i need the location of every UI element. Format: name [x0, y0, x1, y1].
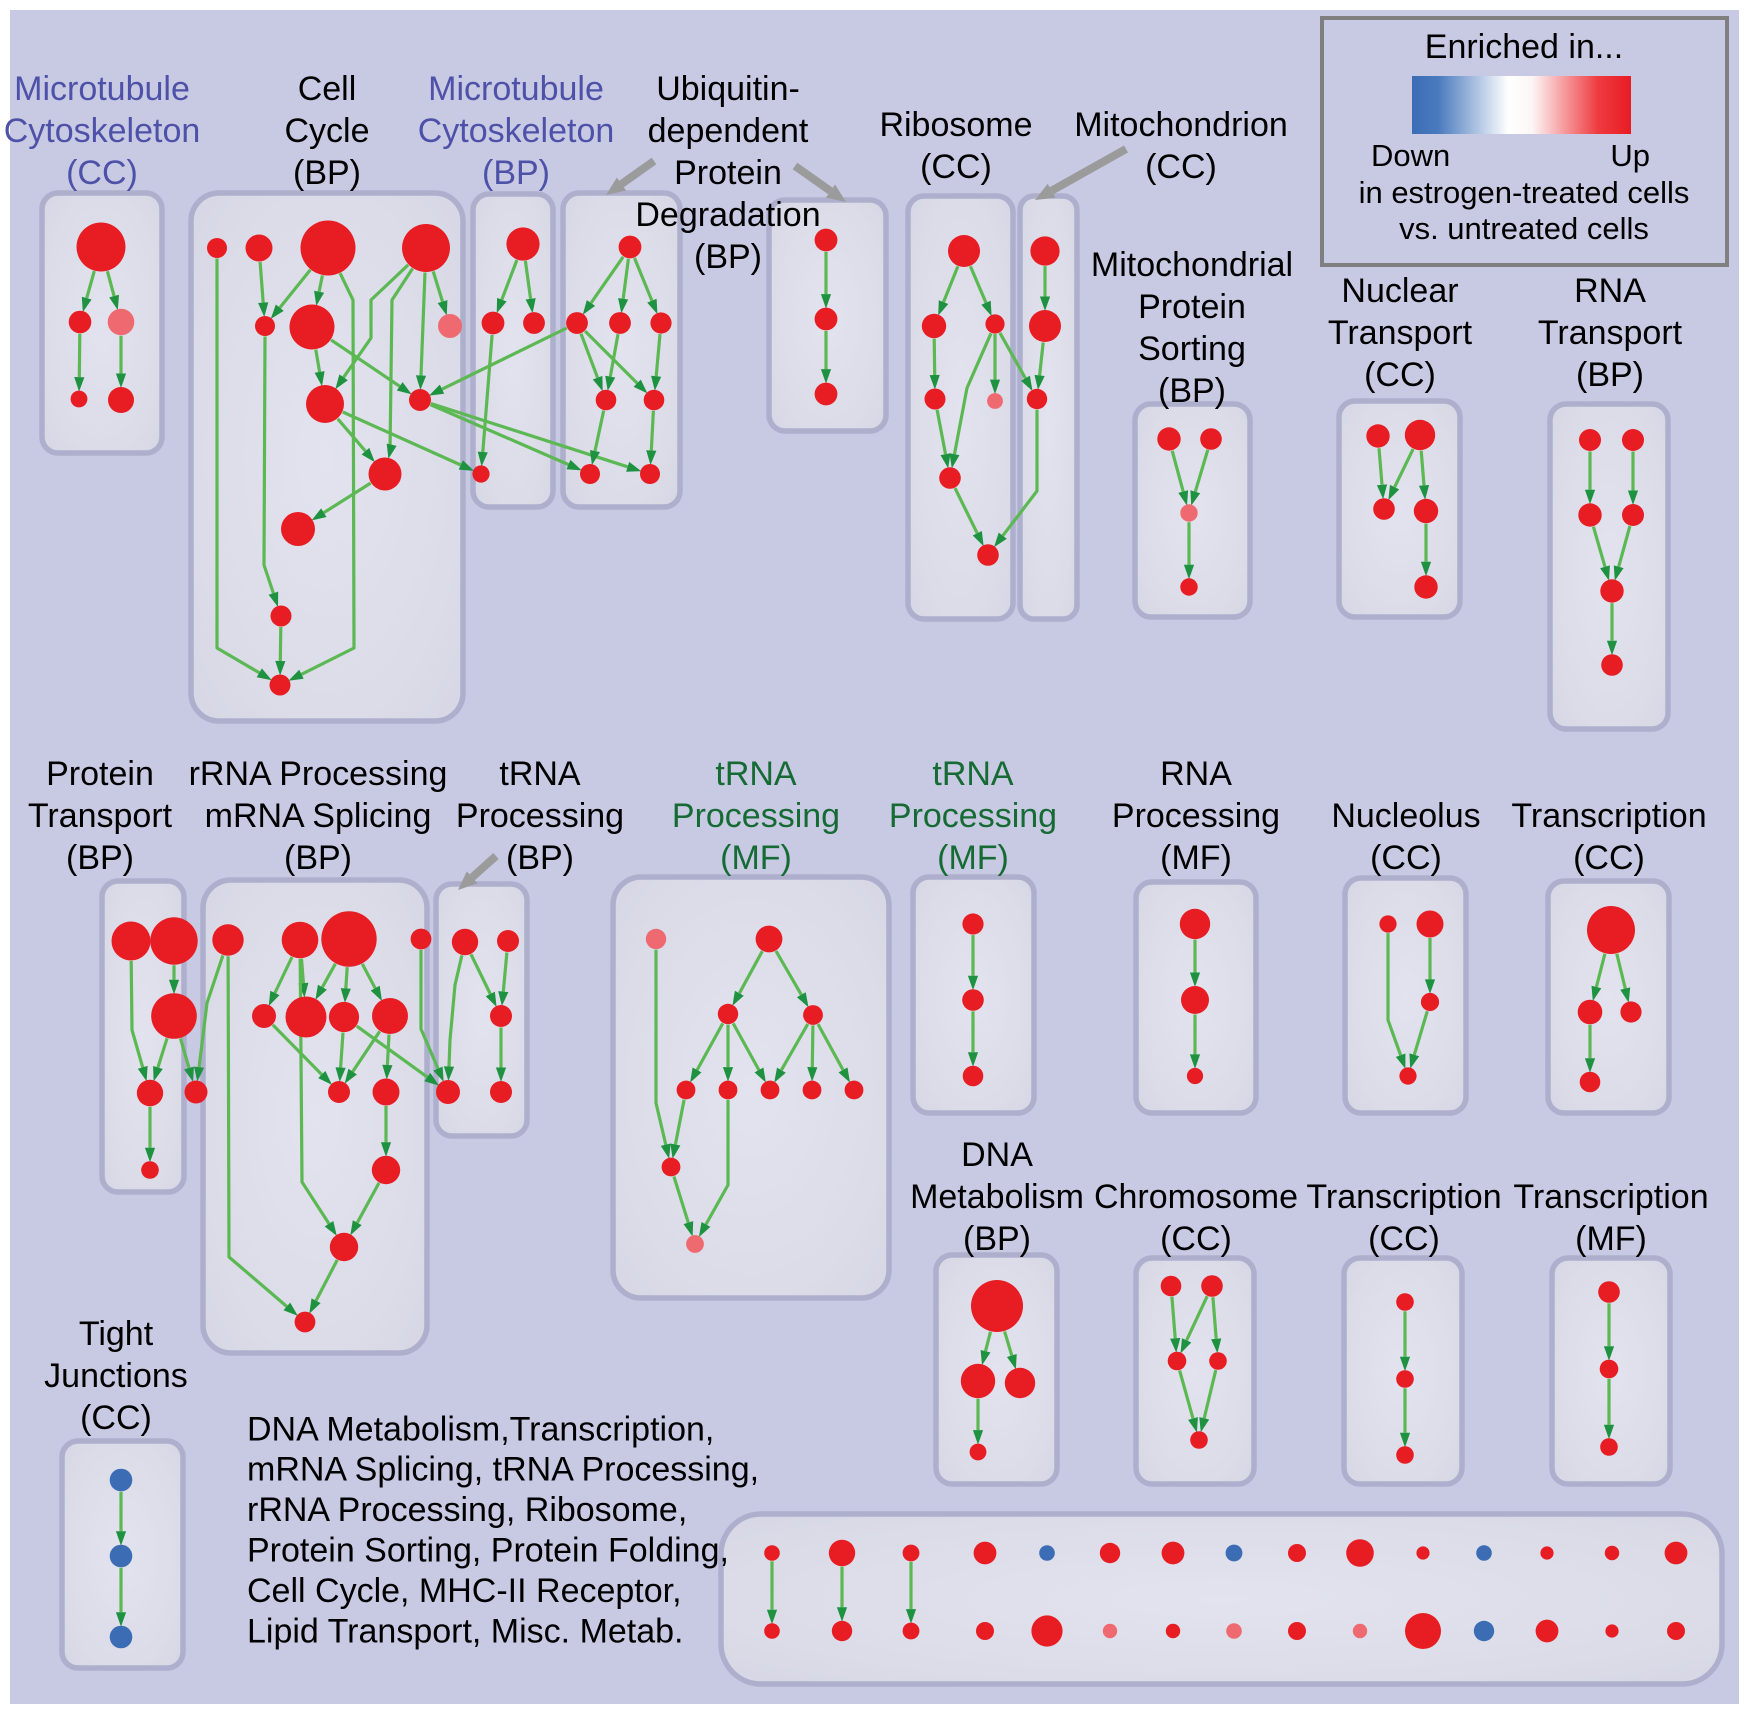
- svg-text:Ribosome: Ribosome: [879, 106, 1032, 144]
- svg-text:(BP): (BP): [293, 154, 361, 192]
- svg-text:Processing: Processing: [1112, 797, 1280, 835]
- svg-text:dependent: dependent: [648, 112, 809, 150]
- svg-text:rRNA Processing, Ribosome,: rRNA Processing, Ribosome,: [247, 1491, 687, 1529]
- svg-text:Mitochondrial: Mitochondrial: [1091, 246, 1293, 284]
- svg-text:(MF): (MF): [937, 839, 1009, 877]
- svg-text:Nucleolus: Nucleolus: [1331, 797, 1480, 835]
- svg-text:Processing: Processing: [672, 797, 840, 835]
- svg-text:Enriched in...: Enriched in...: [1425, 28, 1623, 66]
- svg-text:tRNA: tRNA: [499, 755, 581, 793]
- svg-text:Protein: Protein: [674, 154, 782, 192]
- svg-text:(BP): (BP): [1576, 356, 1644, 394]
- svg-text:(BP): (BP): [284, 839, 352, 877]
- svg-text:Protein: Protein: [46, 755, 154, 793]
- svg-text:tRNA: tRNA: [932, 755, 1014, 793]
- svg-text:Cycle: Cycle: [284, 112, 369, 150]
- svg-text:Processing: Processing: [889, 797, 1057, 835]
- svg-text:DNA Metabolism,Transcription,: DNA Metabolism,Transcription,: [247, 1410, 714, 1448]
- svg-text:Mitochondrion: Mitochondrion: [1074, 106, 1288, 144]
- svg-text:(BP): (BP): [482, 154, 550, 192]
- svg-text:tRNA: tRNA: [715, 755, 797, 793]
- svg-text:Cytoskeleton: Cytoskeleton: [418, 112, 615, 150]
- svg-text:(BP): (BP): [66, 839, 134, 877]
- svg-text:Cell Cycle, MHC-II Receptor,: Cell Cycle, MHC-II Receptor,: [247, 1572, 682, 1610]
- svg-text:(MF): (MF): [1160, 839, 1232, 877]
- svg-text:Cell: Cell: [298, 70, 357, 108]
- svg-text:(BP): (BP): [963, 1220, 1031, 1258]
- svg-text:(CC): (CC): [66, 154, 138, 192]
- svg-text:RNA: RNA: [1574, 272, 1646, 310]
- svg-text:Protein: Protein: [1138, 288, 1246, 326]
- svg-text:in estrogen-treated cells: in estrogen-treated cells: [1359, 175, 1690, 210]
- svg-text:Chromosome: Chromosome: [1094, 1178, 1298, 1216]
- svg-text:(CC): (CC): [1370, 839, 1442, 877]
- svg-text:(BP): (BP): [694, 238, 762, 276]
- svg-text:(MF): (MF): [1575, 1220, 1647, 1258]
- svg-text:Cytoskeleton: Cytoskeleton: [4, 112, 201, 150]
- svg-text:Metabolism: Metabolism: [910, 1178, 1084, 1216]
- svg-text:(MF): (MF): [720, 839, 792, 877]
- svg-text:Sorting: Sorting: [1138, 330, 1246, 368]
- svg-text:Junctions: Junctions: [44, 1357, 188, 1395]
- svg-text:Up: Up: [1610, 138, 1650, 173]
- svg-text:Transcription: Transcription: [1513, 1178, 1708, 1216]
- svg-text:(CC): (CC): [920, 148, 992, 186]
- svg-text:(CC): (CC): [1368, 1220, 1440, 1258]
- svg-text:(CC): (CC): [1364, 356, 1436, 394]
- svg-text:Tight: Tight: [79, 1315, 154, 1353]
- svg-text:(CC): (CC): [1573, 839, 1645, 877]
- svg-text:DNA: DNA: [961, 1136, 1033, 1174]
- svg-text:Ubiquitin-: Ubiquitin-: [656, 70, 800, 108]
- svg-text:(CC): (CC): [1160, 1220, 1232, 1258]
- svg-text:Protein Sorting, Protein Foldi: Protein Sorting, Protein Folding,: [247, 1532, 729, 1570]
- svg-text:Microtubule: Microtubule: [14, 70, 190, 108]
- svg-text:Down: Down: [1371, 138, 1450, 173]
- svg-text:(CC): (CC): [1145, 148, 1217, 186]
- svg-text:Transport: Transport: [28, 797, 173, 835]
- svg-text:Lipid Transport, Misc. Metab.: Lipid Transport, Misc. Metab.: [247, 1612, 684, 1650]
- svg-text:rRNA Processing: rRNA Processing: [189, 755, 448, 793]
- svg-text:(BP): (BP): [1158, 372, 1226, 410]
- svg-text:Degradation: Degradation: [635, 196, 820, 234]
- svg-text:(CC): (CC): [80, 1399, 152, 1437]
- svg-text:mRNA Splicing: mRNA Splicing: [205, 797, 432, 835]
- svg-text:Transport: Transport: [1328, 314, 1473, 352]
- svg-text:Nuclear: Nuclear: [1341, 272, 1458, 310]
- svg-text:Transcription: Transcription: [1511, 797, 1706, 835]
- svg-text:RNA: RNA: [1160, 755, 1232, 793]
- svg-text:Microtubule: Microtubule: [428, 70, 604, 108]
- svg-text:(BP): (BP): [506, 839, 574, 877]
- svg-text:vs. untreated cells: vs. untreated cells: [1399, 211, 1649, 246]
- svg-text:Processing: Processing: [456, 797, 624, 835]
- svg-text:mRNA Splicing, tRNA Processing: mRNA Splicing, tRNA Processing,: [247, 1451, 759, 1489]
- svg-text:Transport: Transport: [1538, 314, 1683, 352]
- svg-text:Transcription: Transcription: [1306, 1178, 1501, 1216]
